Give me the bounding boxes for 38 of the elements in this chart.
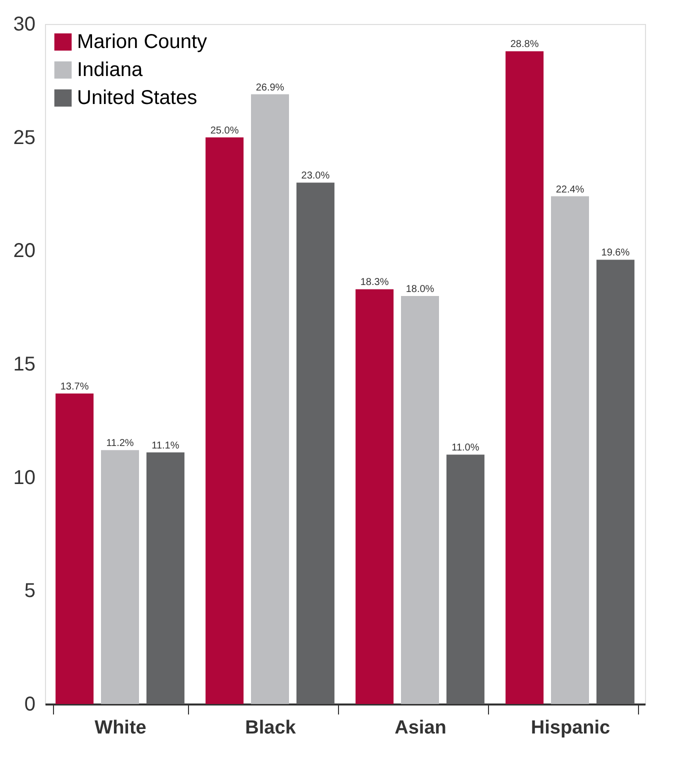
data-label: 11.1% [152, 440, 180, 452]
y-tick-label: 10 [13, 466, 36, 489]
data-label: 11.2% [106, 438, 134, 450]
data-label: 13.7% [60, 381, 89, 392]
x-tick-label: Black [245, 718, 296, 738]
bar [506, 51, 544, 704]
x-tick-label: Hispanic [530, 718, 611, 738]
data-label: 26.9% [256, 82, 284, 94]
data-label: 23.0% [301, 170, 330, 182]
data-label: 25.0% [210, 125, 239, 136]
legend-label: Indiana [77, 59, 144, 81]
bar [146, 452, 184, 704]
y-tick-label: 15 [13, 354, 36, 376]
bar [56, 393, 94, 704]
bar [596, 260, 634, 704]
data-label: 18.3% [360, 277, 389, 288]
x-tick-label: Asian [394, 718, 446, 738]
bar [356, 289, 394, 704]
bar [206, 137, 244, 704]
data-label: 18.0% [406, 284, 434, 295]
data-label: 19.6% [601, 248, 630, 259]
data-label: 11.0% [452, 442, 480, 454]
y-tick-label: 20 [13, 240, 36, 262]
y-tick-label: 5 [24, 580, 36, 602]
bar [296, 182, 334, 704]
data-label: 28.8% [510, 39, 539, 50]
bar [251, 94, 289, 704]
bar [101, 450, 139, 704]
y-tick-label: 25 [13, 126, 36, 149]
x-tick-label: White [94, 718, 146, 738]
bar [401, 296, 439, 704]
bar [551, 196, 589, 704]
bar [446, 454, 484, 704]
legend-label: United States [77, 87, 198, 109]
legend-label: Marion County [77, 31, 208, 53]
data-label: 22.4% [556, 184, 584, 196]
y-tick-label: 0 [24, 694, 36, 716]
y-tick-label: 30 [13, 14, 36, 36]
